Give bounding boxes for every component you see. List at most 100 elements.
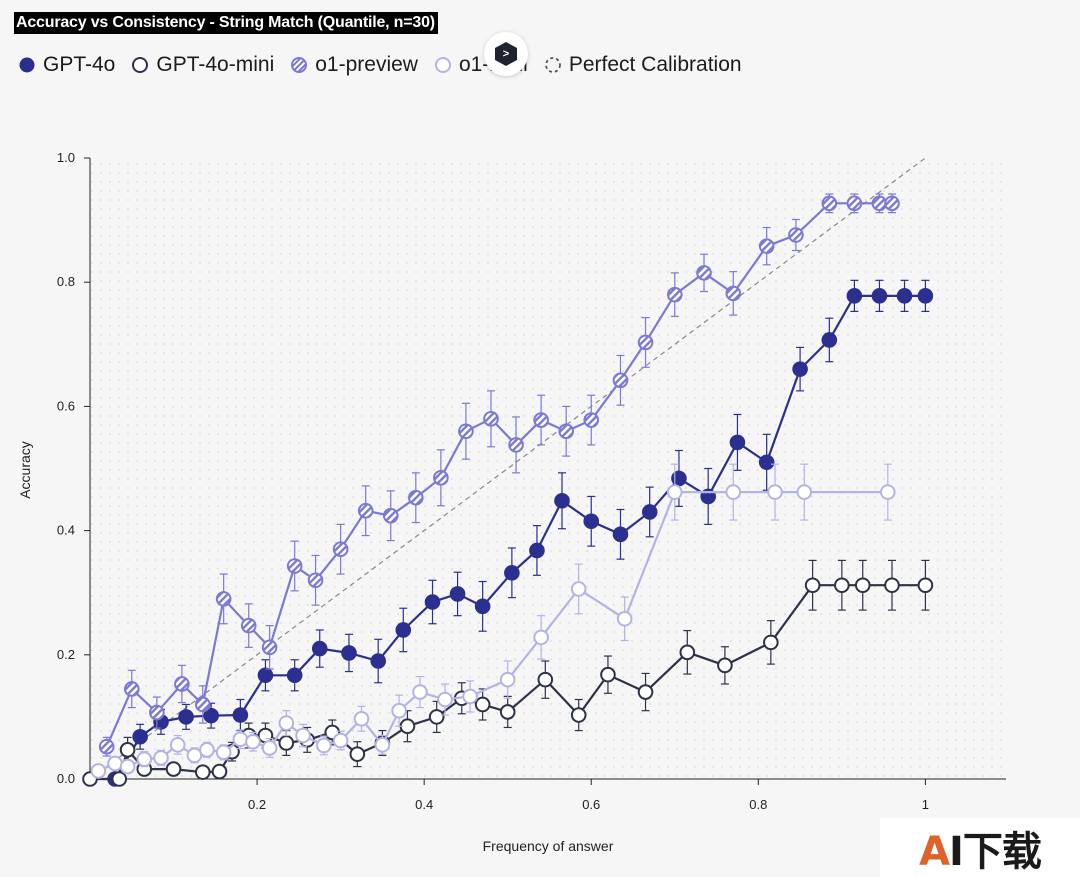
data-point bbox=[311, 640, 328, 657]
series-gpt-4o bbox=[107, 279, 934, 787]
data-point bbox=[804, 577, 821, 594]
legend-label: GPT-4o-mini bbox=[156, 53, 275, 76]
legend-label: o1-preview bbox=[315, 53, 418, 76]
data-point bbox=[203, 707, 219, 724]
data-point bbox=[232, 707, 249, 723]
data-point bbox=[462, 688, 478, 705]
data-point bbox=[788, 227, 804, 243]
data-point bbox=[558, 423, 574, 440]
data-point bbox=[600, 666, 616, 683]
data-point bbox=[725, 285, 742, 302]
data-point bbox=[846, 195, 863, 212]
overlay-badge[interactable]: > bbox=[484, 32, 528, 76]
data-point bbox=[679, 644, 696, 661]
data-point bbox=[758, 454, 775, 471]
data-point bbox=[796, 484, 813, 500]
data-point bbox=[896, 288, 913, 304]
y-tick-label: 0.2 bbox=[57, 647, 75, 662]
data-point bbox=[149, 704, 165, 721]
legend-label: GPT-4o bbox=[43, 53, 116, 76]
data-point bbox=[499, 704, 516, 720]
data-point bbox=[504, 565, 520, 581]
data-point bbox=[583, 513, 600, 530]
y-tick-label: 1.0 bbox=[57, 150, 75, 165]
data-point bbox=[641, 504, 658, 520]
data-point bbox=[90, 763, 107, 779]
y-tick-label: 0.8 bbox=[57, 274, 75, 289]
data-point bbox=[725, 484, 742, 500]
data-point bbox=[261, 740, 278, 756]
data-point bbox=[194, 696, 211, 713]
data-point bbox=[107, 755, 123, 772]
data-point bbox=[165, 761, 182, 777]
y-tick-label: 0.4 bbox=[57, 523, 75, 538]
data-point bbox=[871, 288, 888, 304]
x-tick-label: 1 bbox=[922, 797, 929, 812]
data-point bbox=[570, 707, 587, 723]
watermark-logo: AI下载 bbox=[880, 818, 1080, 877]
data-point bbox=[792, 361, 808, 377]
data-point bbox=[458, 423, 474, 440]
x-tick-label: 0.6 bbox=[582, 797, 600, 812]
legend: GPT-4o GPT-4o-mini o1-preview o1-mini Pe… bbox=[18, 52, 758, 78]
data-point bbox=[884, 577, 900, 594]
data-point bbox=[637, 684, 654, 700]
data-point bbox=[884, 195, 900, 212]
data-point bbox=[717, 657, 733, 674]
legend-marker-hollow-icon bbox=[132, 57, 149, 73]
data-point bbox=[111, 771, 128, 787]
y-tick-label: 0.6 bbox=[57, 398, 75, 413]
data-point bbox=[119, 742, 136, 758]
y-axis-label: Accuracy bbox=[17, 441, 33, 499]
data-point bbox=[537, 671, 554, 688]
x-tick-label: 0.8 bbox=[749, 797, 767, 812]
legend-marker-dashed-icon bbox=[544, 57, 561, 73]
data-point bbox=[917, 288, 934, 304]
data-point bbox=[854, 577, 871, 594]
legend-marker-solid-icon bbox=[19, 57, 35, 73]
data-point bbox=[169, 737, 186, 753]
data-point bbox=[316, 737, 332, 754]
data-point bbox=[483, 411, 499, 427]
x-axis-label: Frequency of answer bbox=[483, 838, 614, 854]
data-point bbox=[261, 639, 278, 656]
data-point bbox=[666, 484, 683, 500]
data-point bbox=[295, 727, 311, 744]
series-o1-preview bbox=[98, 193, 900, 757]
data-point bbox=[671, 470, 687, 487]
data-point bbox=[554, 492, 570, 509]
chart-title: Accuracy vs Consistency - String Match (… bbox=[14, 12, 438, 34]
data-point bbox=[880, 484, 896, 500]
legend-label: Perfect Calibration bbox=[568, 53, 742, 76]
data-point bbox=[474, 696, 491, 713]
y-tick-label: 0.0 bbox=[57, 771, 75, 786]
data-point bbox=[917, 577, 934, 594]
data-point bbox=[529, 542, 545, 559]
data-point bbox=[257, 667, 274, 684]
data-point bbox=[474, 598, 491, 615]
data-point bbox=[391, 702, 407, 719]
chevron-right-hexagon-icon: > bbox=[495, 42, 517, 66]
data-point bbox=[194, 764, 211, 780]
data-point bbox=[186, 747, 203, 764]
series-o1-mini bbox=[90, 463, 896, 779]
data-point bbox=[245, 733, 261, 750]
data-point bbox=[412, 684, 428, 700]
x-tick-label: 0.4 bbox=[415, 797, 433, 812]
legend-item-perfect-calibration: Perfect Calibration bbox=[544, 53, 742, 77]
data-point bbox=[370, 653, 387, 669]
data-point bbox=[508, 437, 524, 453]
data-point bbox=[583, 412, 600, 428]
legend-marker-hatched-icon bbox=[291, 57, 308, 73]
legend-item-o1-preview: o1-preview bbox=[290, 53, 418, 77]
data-point bbox=[637, 334, 654, 351]
data-point bbox=[211, 763, 228, 780]
data-point bbox=[353, 710, 370, 727]
data-point bbox=[332, 541, 349, 558]
data-point bbox=[846, 288, 863, 304]
data-point bbox=[821, 332, 838, 348]
data-point bbox=[767, 484, 783, 500]
legend-item-gpt-4o-mini: GPT-4o-mini bbox=[131, 53, 274, 77]
data-point bbox=[834, 577, 850, 594]
